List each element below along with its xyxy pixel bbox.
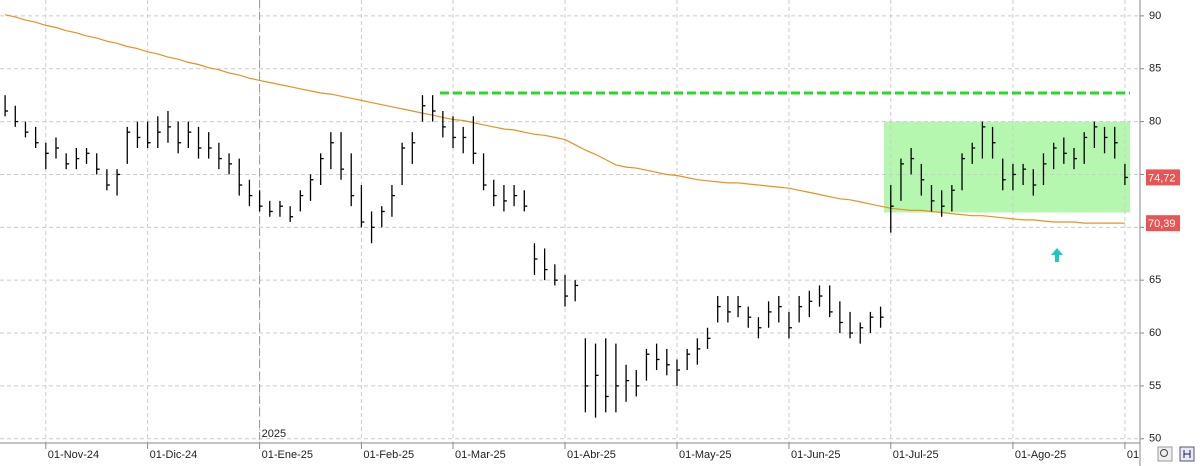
y-tick-label: 85	[1149, 63, 1161, 75]
x-tick-label: 01-Jul-25	[893, 449, 939, 461]
y-tick-label: 55	[1149, 380, 1161, 392]
price-tag-label: 70,39	[1148, 218, 1176, 230]
x-tick-label: 01-May-25	[679, 449, 732, 461]
y-tick-label: 50	[1149, 433, 1161, 445]
search-glyph	[1160, 449, 1168, 457]
price-tag	[1146, 215, 1180, 232]
arrow-up	[1051, 248, 1063, 262]
x-tick-label: 01-Abr-25	[567, 449, 616, 461]
range-zone	[884, 121, 1130, 213]
price-tag	[1146, 169, 1180, 186]
x-tick-label: 01-Jun-25	[791, 449, 841, 461]
y-tick-label: 65	[1149, 274, 1161, 286]
plot	[0, 0, 1140, 443]
price-tag-label: 74,72	[1148, 172, 1176, 184]
x-tick-label: 01-Dic-24	[150, 449, 198, 461]
y-tick-label: 60	[1149, 327, 1161, 339]
y-tick-label: 90	[1149, 10, 1161, 22]
x-tick-label: 01	[1127, 449, 1139, 461]
x-tick-label: 01-Ago-25	[1015, 449, 1066, 461]
x-tick-label: 01-Feb-25	[363, 449, 414, 461]
search-icon[interactable]	[1157, 446, 1173, 462]
year-label: 2025	[262, 428, 286, 440]
x-tick-label: 01-Ene-25	[262, 449, 313, 461]
moving-average	[4, 14, 1125, 224]
x-tick-label: 01-Mar-25	[455, 449, 506, 461]
h-glyph	[1183, 450, 1191, 458]
y-tick-label: 80	[1149, 115, 1161, 127]
x-tick-label: 01-Nov-24	[48, 449, 99, 461]
